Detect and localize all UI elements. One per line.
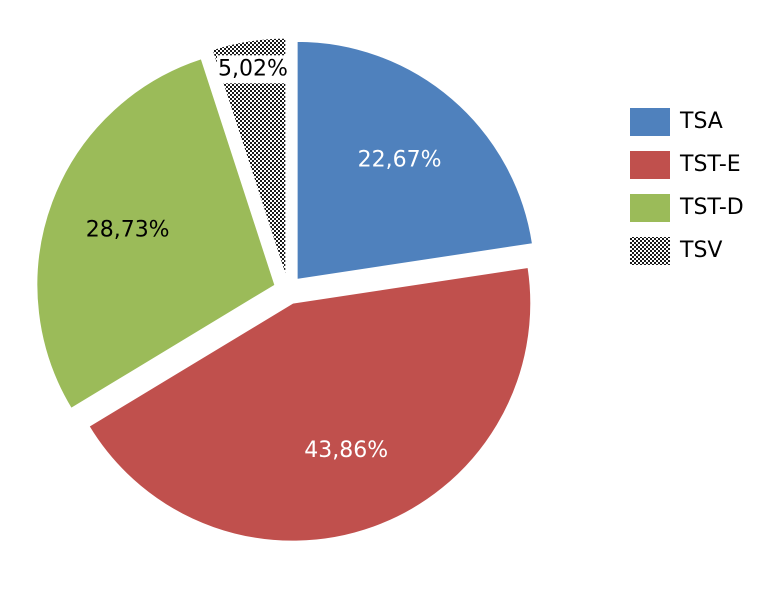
legend-label: TST-E <box>679 152 741 177</box>
legend-swatch <box>630 237 670 265</box>
legend-swatch <box>630 108 670 136</box>
legend-swatch <box>630 194 670 222</box>
legend-label: TST-D <box>679 195 744 220</box>
pie-slice <box>88 266 532 542</box>
pie-slice <box>211 37 287 277</box>
pie-slice <box>36 58 276 409</box>
legend-label: TSA <box>679 109 723 134</box>
value-label: 22,67% <box>358 147 442 172</box>
value-label: 43,86% <box>304 438 388 463</box>
value-label-background <box>217 55 290 84</box>
legend-swatch <box>630 151 670 179</box>
pie-slice <box>296 40 534 280</box>
value-label: 5,02% <box>218 56 288 81</box>
value-label: 28,73% <box>86 217 170 242</box>
legend-label: TSV <box>679 238 722 263</box>
